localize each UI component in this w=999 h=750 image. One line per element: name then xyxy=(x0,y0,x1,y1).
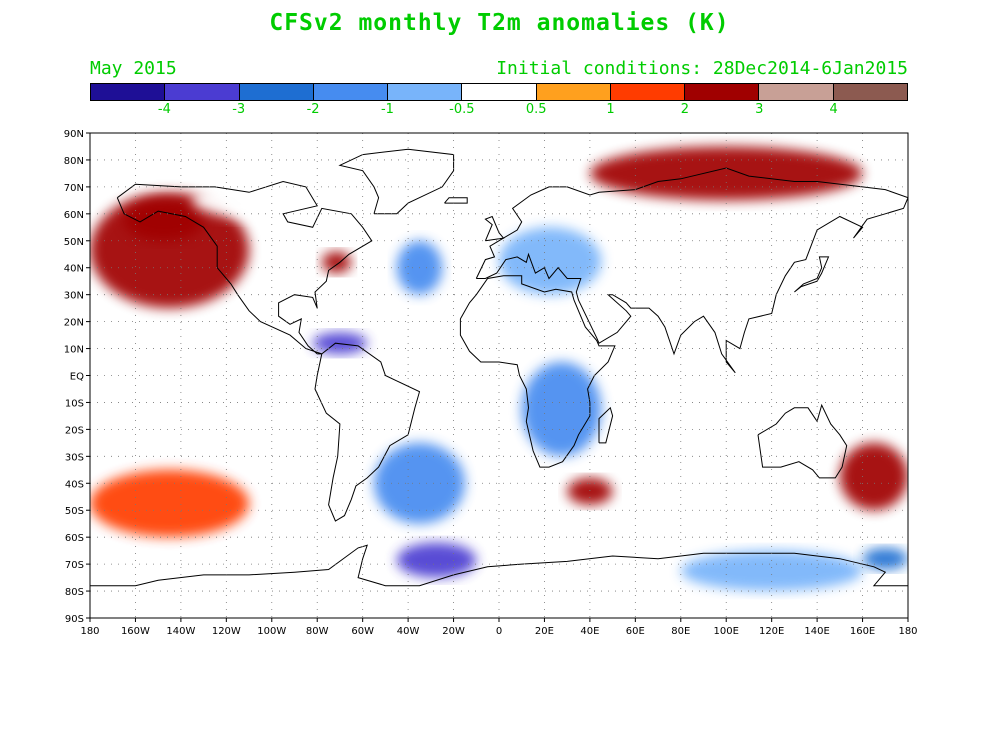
x-tick-label: 20E xyxy=(535,626,554,637)
coastline xyxy=(314,342,421,522)
y-tick-label: EQ xyxy=(70,372,84,383)
y-tick-label: 80S xyxy=(65,587,84,598)
x-tick-label: 120E xyxy=(759,626,784,637)
colorbar-tick-label: -4 xyxy=(157,102,171,117)
colorbar-bin xyxy=(610,84,686,100)
colorbar-bin xyxy=(165,84,240,100)
x-tick-label: 180 xyxy=(80,626,99,637)
longitude-labels: 180 160W 140W 120W 100W 80W 60W 40W 20W 0 20E 40E 60… xyxy=(80,618,918,637)
chart-title: CFSv2 monthly T2m anomalies (K) xyxy=(269,10,730,36)
y-tick-label: 60N xyxy=(64,210,84,221)
anomaly-region xyxy=(192,181,340,220)
x-tick-label: 100W xyxy=(257,626,286,637)
y-tick-label: 50S xyxy=(65,506,84,517)
anomaly-region xyxy=(680,550,863,592)
forecast-month: May 2015 xyxy=(90,58,177,79)
anomaly-region xyxy=(567,477,613,505)
x-tick-label: 180 xyxy=(898,626,917,637)
x-tick-label: 0 xyxy=(496,626,502,637)
colorbar-tick-label: 2 xyxy=(680,102,690,117)
anomaly-region xyxy=(589,146,863,201)
y-tick-label: 50N xyxy=(64,237,84,248)
x-tick-label: 120W xyxy=(212,626,241,637)
anomaly-region xyxy=(839,442,908,511)
x-tick-label: 140W xyxy=(166,626,195,637)
y-tick-label: 20N xyxy=(64,318,84,329)
coastline xyxy=(794,256,830,293)
x-tick-label: 160W xyxy=(121,626,150,637)
colorbar-tick-label: -2 xyxy=(306,102,320,117)
anomaly-region xyxy=(396,542,477,578)
x-tick-label: 60W xyxy=(351,626,374,637)
colorbar-tick-label: -3 xyxy=(232,102,246,117)
colorbar-bin xyxy=(685,84,760,100)
colorbar-bin xyxy=(239,84,314,100)
colorbar xyxy=(90,83,908,101)
colorbar-bin xyxy=(91,84,166,100)
colorbar-tick-label: 4 xyxy=(829,102,838,117)
latitude-labels: 90N 80N 70N 60N 50N 40N 30N 20N 10N EQ 10S 20S 30S 40… xyxy=(64,129,90,625)
x-tick-label: 140E xyxy=(804,626,829,637)
x-tick-label: 20W xyxy=(442,626,465,637)
x-tick-label: 100E xyxy=(714,626,739,637)
initial-conditions: Initial conditions: 28Dec2014-6Jan2015 xyxy=(496,58,908,79)
colorbar-bin xyxy=(759,84,834,100)
colorbar-bin xyxy=(462,84,537,100)
y-tick-label: 90N xyxy=(64,129,84,140)
colorbar-bin xyxy=(536,84,611,100)
y-tick-label: 40S xyxy=(65,479,84,490)
colorbar-bin xyxy=(388,84,463,100)
anomaly-region xyxy=(312,332,368,354)
y-tick-label: 30N xyxy=(64,291,84,302)
colorbar-tick-label: -0.5 xyxy=(449,102,475,117)
coastline xyxy=(116,180,373,355)
y-tick-label: 60S xyxy=(65,533,84,544)
coastline xyxy=(475,167,908,374)
x-tick-label: 40E xyxy=(580,626,599,637)
y-tick-label: 10S xyxy=(65,398,84,409)
anomaly-region xyxy=(499,227,602,295)
anomaly-region xyxy=(321,251,352,274)
anomaly-region xyxy=(90,469,250,538)
coastlines xyxy=(90,148,908,587)
colorbar-tick-label: 3 xyxy=(755,102,764,117)
y-tick-label: 30S xyxy=(65,452,84,463)
y-tick-label: 40N xyxy=(64,264,84,275)
x-tick-label: 160E xyxy=(850,626,875,637)
x-tick-label: 40W xyxy=(397,626,420,637)
colorbar-ticks: -4 -3 -2 -1 -0.5 0.5 1 2 3 4 xyxy=(0,102,999,122)
coastline xyxy=(459,275,616,468)
x-tick-label: 80E xyxy=(671,626,690,637)
y-tick-label: 90S xyxy=(65,614,84,625)
colorbar-bin xyxy=(313,84,389,100)
anomaly-region xyxy=(124,200,204,241)
x-tick-label: 60E xyxy=(626,626,645,637)
y-tick-label: 70N xyxy=(64,183,84,194)
coastline xyxy=(444,197,468,204)
y-tick-label: 70S xyxy=(65,560,84,571)
colorbar-tick-label: -1 xyxy=(380,102,394,117)
y-tick-label: 80N xyxy=(64,156,84,167)
coastline xyxy=(598,406,614,444)
y-tick-label: 10N xyxy=(64,345,84,356)
anomaly-region xyxy=(862,547,908,570)
anomaly-region xyxy=(521,362,602,457)
coastline xyxy=(757,403,848,479)
colorbar-bin xyxy=(833,84,907,100)
colorbar-tick-label: 1 xyxy=(606,102,615,117)
x-tick-label: 80W xyxy=(306,626,329,637)
colorbar-tick-label: 0.5 xyxy=(525,102,547,117)
coastline xyxy=(484,215,505,242)
y-tick-label: 20S xyxy=(65,425,84,436)
